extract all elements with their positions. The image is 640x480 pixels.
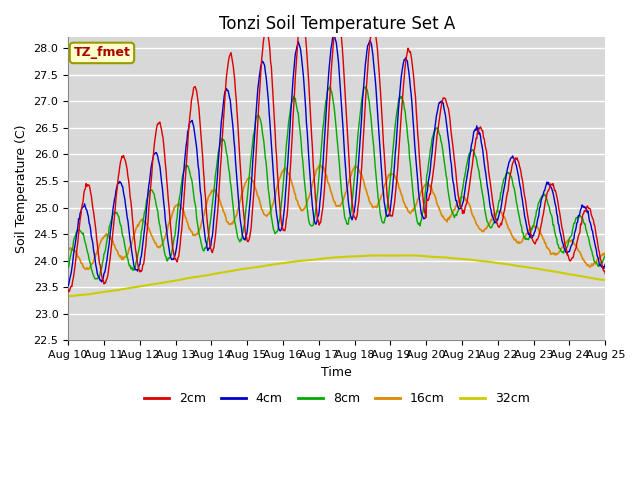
Title: Tonzi Soil Temperature Set A: Tonzi Soil Temperature Set A <box>219 15 455 33</box>
Text: TZ_fmet: TZ_fmet <box>74 47 131 60</box>
Legend: 2cm, 4cm, 8cm, 16cm, 32cm: 2cm, 4cm, 8cm, 16cm, 32cm <box>139 387 534 410</box>
X-axis label: Time: Time <box>321 366 352 379</box>
Y-axis label: Soil Temperature (C): Soil Temperature (C) <box>15 125 28 253</box>
